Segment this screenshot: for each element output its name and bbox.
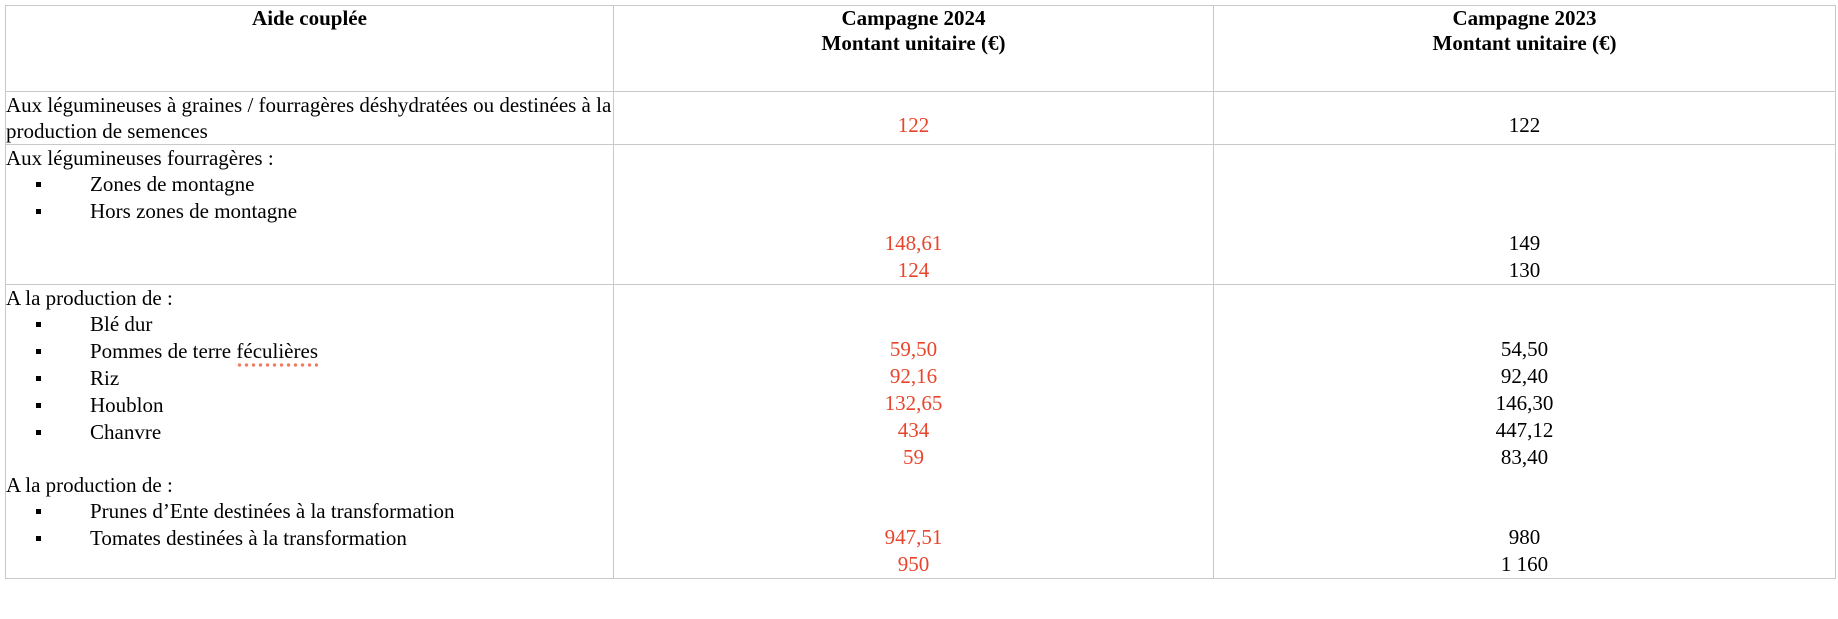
value-2023: 122	[1508, 113, 1541, 137]
value-2023: 980	[1508, 525, 1541, 549]
value-2023: 447,12	[1495, 418, 1554, 442]
bullet-square-icon	[36, 376, 41, 381]
value-2024: 950	[897, 552, 930, 576]
list-item: Tomates destinées à la transformation	[6, 525, 613, 552]
list-item-label: Houblon	[90, 393, 164, 417]
value-2023: 146,30	[1495, 391, 1554, 415]
row-value-2023-cell-2: 149 130	[1213, 144, 1836, 285]
list-item-label: Riz	[90, 366, 120, 390]
header-row: Aide couplée Campagne 2024 Montant unita…	[5, 5, 1836, 92]
value-2024: 132,65	[884, 391, 943, 415]
document-page: Aide couplée Campagne 2024 Montant unita…	[0, 5, 1838, 619]
value-2023: 83,40	[1500, 445, 1549, 469]
value-2024: 434	[897, 418, 930, 442]
value-2023: 149	[1508, 231, 1541, 255]
list-item: Blé dur	[6, 311, 613, 338]
row-bullet-list-2: Zones de montagne Hors zones de montagne	[6, 171, 613, 225]
row-value-2023-cell-1: 122	[1213, 91, 1836, 145]
header-campagne-2024: Campagne 2024 Montant unitaire (€)	[613, 5, 1214, 92]
table-header: Aide couplée Campagne 2024 Montant unita…	[5, 5, 1836, 92]
value-2024: 59	[903, 445, 924, 469]
value-2023: 92,40	[1500, 364, 1549, 388]
list-item-label: Zones de montagne	[90, 172, 255, 196]
row-value-2024-cell-2: 148,61 124	[613, 144, 1214, 285]
list-item: Houblon	[6, 392, 613, 419]
row-label-cell-3: A la production de : Blé dur Pommes de t…	[5, 284, 614, 579]
bullet-square-icon	[36, 322, 41, 327]
row-value-2024-cell-3: 59,50 92,16 132,65 434 59 947,51 950	[613, 284, 1214, 579]
paragraph-spacer	[6, 446, 613, 472]
value-2024: 122	[897, 113, 930, 137]
header-aide-couplee-line1: Aide couplée	[252, 6, 367, 30]
row-value-2023-cell-3: 54,50 92,40 146,30 447,12 83,40 980 1 16…	[1213, 284, 1836, 579]
header-campagne-2023-line2: Montant unitaire (€)	[1432, 31, 1617, 55]
bullet-square-icon	[36, 182, 41, 187]
row-intro-2: Aux légumineuses fourragères :	[6, 146, 274, 170]
value-2024: 59,50	[889, 337, 938, 361]
bullet-square-icon	[36, 209, 41, 214]
list-item-label: Hors zones de montagne	[90, 199, 298, 223]
list-item-label: Tomates destinées à la transformation	[90, 526, 407, 550]
value-2024: 148,61	[884, 231, 943, 255]
list-item-label-prefix: Pommes de terre	[90, 339, 237, 363]
row-value-2024-cell-1: 122	[613, 91, 1214, 145]
row-label-cell-2: Aux légumineuses fourragères : Zones de …	[5, 144, 614, 285]
table-row: A la production de : Blé dur Pommes de t…	[5, 284, 1836, 579]
value-group-spacer	[1214, 471, 1835, 497]
bullet-square-icon	[36, 536, 41, 541]
value-2024: 92,16	[889, 364, 938, 388]
list-item: Prunes d’Ente destinées à la transformat…	[6, 498, 613, 525]
row-intro-3: A la production de :	[6, 286, 173, 310]
value-group-spacer	[614, 471, 1213, 497]
list-item: Chanvre	[6, 419, 613, 446]
row-bullet-list-3b: Prunes d’Ente destinées à la transformat…	[6, 498, 613, 552]
list-item: Hors zones de montagne	[6, 198, 613, 225]
value-2023: 130	[1508, 258, 1541, 282]
row-intro-3b: A la production de :	[6, 473, 173, 497]
value-2023: 54,50	[1500, 337, 1549, 361]
list-item-label-misspelled: féculières	[236, 339, 318, 367]
value-2024: 947,51	[884, 525, 943, 549]
header-aide-couplee: Aide couplée	[5, 5, 614, 92]
value-2023: 1 160	[1500, 552, 1549, 576]
list-item: Riz	[6, 365, 613, 392]
table-row: Aux légumineuses à graines / fourragères…	[5, 91, 1836, 145]
header-campagne-2024-line2: Montant unitaire (€)	[821, 31, 1006, 55]
list-item-label: Chanvre	[90, 420, 162, 444]
row-bullet-list-3a: Blé dur Pommes de terre féculières Riz	[6, 311, 613, 446]
header-campagne-2023-line1: Campagne 2023	[1452, 6, 1597, 30]
table-body: Aux légumineuses à graines / fourragères…	[5, 91, 1836, 579]
bullet-square-icon	[36, 403, 41, 408]
list-item-label: Blé dur	[90, 312, 153, 336]
bullet-square-icon	[36, 509, 41, 514]
list-item-label: Prunes d’Ente destinées à la transformat…	[90, 499, 455, 523]
row-label-cell-1: Aux légumineuses à graines / fourragères…	[5, 91, 614, 145]
value-2024: 124	[897, 258, 930, 282]
list-item: Pommes de terre féculières	[6, 338, 613, 367]
table-row: Aux légumineuses fourragères : Zones de …	[5, 144, 1836, 285]
list-item: Zones de montagne	[6, 171, 613, 198]
bullet-square-icon	[36, 349, 41, 354]
header-campagne-2023: Campagne 2023 Montant unitaire (€)	[1213, 5, 1836, 92]
bullet-square-icon	[36, 430, 41, 435]
aide-couplee-table: Aide couplée Campagne 2024 Montant unita…	[5, 5, 1836, 579]
row-intro-1: Aux légumineuses à graines / fourragères…	[6, 93, 612, 143]
header-campagne-2024-line1: Campagne 2024	[841, 6, 986, 30]
